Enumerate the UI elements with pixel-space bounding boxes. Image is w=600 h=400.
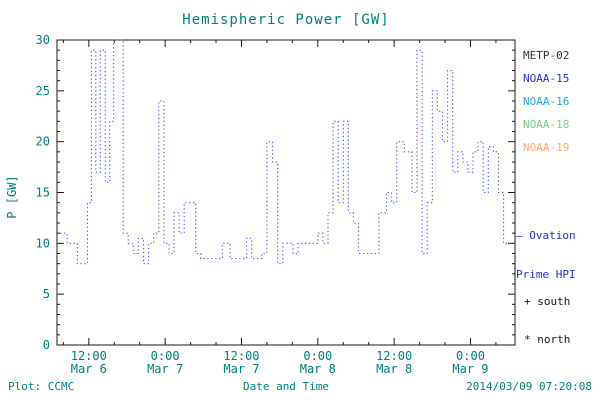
x-tick-date: Mar 9 <box>452 362 488 376</box>
legend-item-noaa-19: NOAA-19 <box>523 141 570 154</box>
legend-item-noaa-16: NOAA-16 <box>523 95 570 108</box>
x-tick-date: Mar 7 <box>223 362 259 376</box>
ovation-label: – Ovation Prime HPI <box>516 203 576 307</box>
x-tick-date: Mar 7 <box>147 362 183 376</box>
plot-credit: Plot: CCMC <box>8 380 75 393</box>
ovation-line2: Prime HPI <box>516 268 576 281</box>
legend: METP-02 NOAA-15 NOAA-16 NOAA-18 NOAA-19 <box>523 44 569 159</box>
y-tick-label: 25 <box>36 84 50 98</box>
south-marker-label: + south <box>524 295 571 308</box>
x-tick-date: Mar 6 <box>71 362 107 376</box>
plot-frame <box>56 39 516 346</box>
x-tick-time: 12:00 <box>223 349 259 363</box>
timestamp: 2014/03/09 07:20:08 <box>466 380 592 393</box>
y-tick-label: 30 <box>36 33 50 47</box>
y-axis: 0 5 10 15 20 25 30 <box>36 33 515 352</box>
x-tick-date: Mar 8 <box>300 362 336 376</box>
legend-item-noaa-18: NOAA-18 <box>523 118 570 131</box>
x-tick-date: Mar 8 <box>376 362 412 376</box>
x-tick-time: 12:00 <box>71 349 107 363</box>
y-tick-label: 10 <box>36 236 50 250</box>
y-tick-label: 0 <box>43 338 50 352</box>
x-axis-label: Date and Time <box>242 380 330 393</box>
x-tick-time: 0:00 <box>303 349 332 363</box>
x-tick-time: 0:00 <box>456 349 485 363</box>
y-tick-label: 20 <box>36 135 50 149</box>
legend-item-noaa-15: NOAA-15 <box>523 72 570 85</box>
hpi-data-line <box>60 39 515 265</box>
y-tick-label: 15 <box>36 186 50 200</box>
ovation-line1: – Ovation <box>516 229 576 242</box>
x-tick-time: 12:00 <box>376 349 412 363</box>
north-marker-label: * north <box>524 333 571 346</box>
legend-item-metp-02: METP-02 <box>523 49 570 62</box>
x-tick-time: 0:00 <box>151 349 180 363</box>
chart-title: Hemispheric Power [GW] <box>182 12 390 28</box>
y-tick-label: 5 <box>43 287 50 301</box>
